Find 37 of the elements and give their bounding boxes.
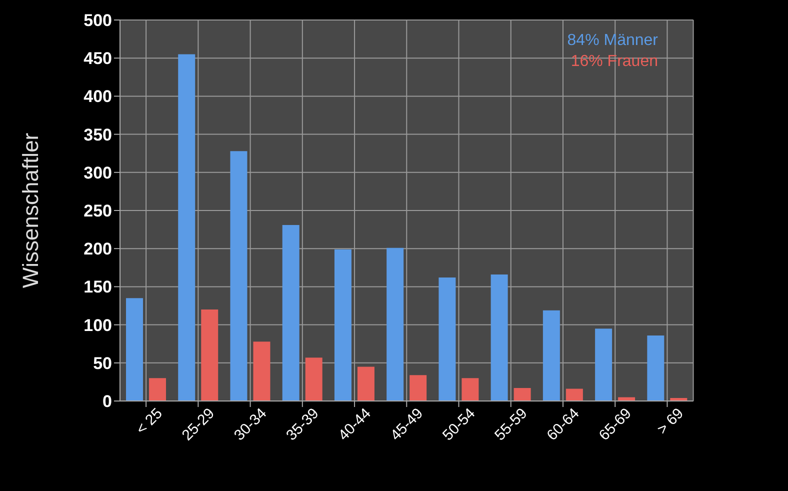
bar: [438, 278, 456, 401]
bar: [334, 249, 352, 401]
bar: [514, 388, 531, 401]
bar: [490, 274, 508, 401]
y-tick-label: 0: [102, 392, 112, 412]
y-tick-label: 300: [84, 163, 112, 182]
bar: [462, 378, 479, 401]
bar: [566, 388, 583, 401]
text: 84% Männer: [567, 31, 658, 51]
y-tick-label: 400: [84, 87, 112, 106]
bar: [253, 342, 270, 401]
y-axis-title: Wissenschaftler: [18, 132, 43, 288]
text: 16% Frauen: [570, 52, 658, 72]
bar: [149, 378, 166, 401]
bar: [178, 54, 196, 401]
bar: [201, 310, 218, 401]
bar: [230, 151, 248, 401]
y-tick-label: 250: [84, 202, 112, 221]
bar: [647, 335, 664, 401]
y-tick-label: 450: [84, 49, 112, 68]
bar: [618, 397, 636, 401]
y-tick-label: 150: [84, 278, 112, 297]
bar: [542, 310, 560, 401]
y-tick-label: 500: [84, 11, 112, 30]
bar: [386, 248, 404, 401]
bar: [357, 366, 374, 401]
x-tick-label: > 69: [654, 404, 688, 438]
bar: [410, 375, 427, 401]
bar: [282, 224, 300, 401]
y-tick-label: 350: [84, 125, 112, 144]
x-tick-label: < 25: [132, 404, 166, 438]
y-tick-label: 100: [84, 316, 112, 335]
y-tick-label: 50: [93, 354, 112, 373]
bar: [595, 328, 612, 401]
y-tick-label: 200: [84, 240, 112, 259]
bar: [305, 358, 322, 401]
bar: [126, 298, 143, 401]
